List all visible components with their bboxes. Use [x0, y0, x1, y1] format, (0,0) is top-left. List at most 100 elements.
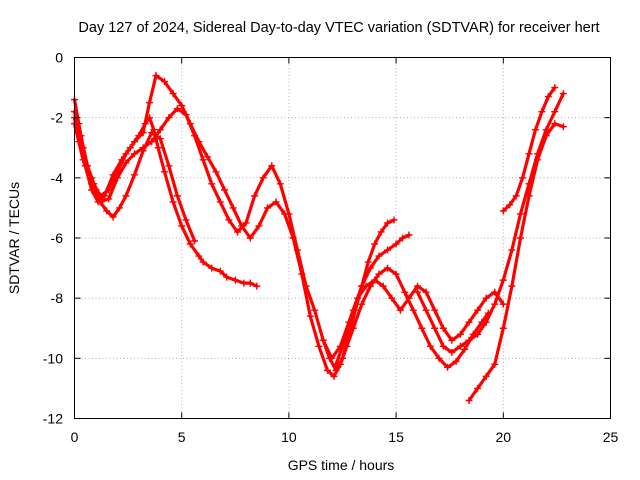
- data-point: [323, 366, 331, 374]
- data-point: [431, 324, 439, 332]
- data-point: [559, 123, 567, 131]
- data-point: [154, 144, 162, 152]
- data-point: [435, 354, 443, 362]
- data-point: [491, 360, 499, 368]
- data-point: [255, 222, 263, 230]
- data-point: [212, 168, 220, 176]
- y-tick-label: -8: [51, 290, 64, 306]
- data-point: [339, 354, 346, 362]
- data-point: [465, 396, 473, 404]
- data-point: [131, 171, 139, 179]
- data-point: [499, 207, 507, 215]
- data-point: [223, 273, 231, 281]
- data-point: [448, 348, 456, 356]
- data-point: [456, 342, 464, 350]
- data-point: [165, 114, 173, 122]
- data-point: [384, 246, 392, 254]
- data-point: [525, 150, 533, 158]
- data-point: [551, 120, 559, 128]
- data-point: [358, 300, 366, 308]
- data-point: [516, 210, 524, 218]
- data-point: [401, 288, 409, 296]
- data-point: [276, 180, 284, 188]
- data-point: [409, 306, 417, 314]
- data-point: [542, 132, 550, 140]
- data-point: [150, 126, 158, 134]
- data-point: [231, 276, 239, 284]
- data-point: [139, 129, 147, 137]
- data-point: [499, 276, 507, 284]
- chart-title: Day 127 of 2024, Sidereal Day-to-day VTE…: [78, 20, 599, 36]
- data-point: [388, 294, 396, 302]
- data-point: [390, 216, 398, 224]
- series-line: [415, 91, 565, 354]
- data-point: [131, 150, 139, 158]
- data-point: [474, 306, 482, 314]
- data-point: [253, 282, 261, 290]
- data-point: [178, 222, 186, 230]
- x-tick-label: 5: [178, 429, 186, 445]
- data-point: [173, 105, 181, 113]
- data-point: [251, 192, 259, 200]
- data-point: [79, 156, 87, 164]
- data-point: [474, 384, 482, 392]
- y-tick-label: -4: [51, 170, 64, 186]
- data-point: [414, 288, 422, 296]
- data-point: [375, 252, 383, 260]
- data-point: [122, 150, 130, 158]
- y-tick-label: 0: [55, 50, 63, 66]
- series-track-d: [71, 105, 507, 362]
- data-point: [173, 192, 181, 200]
- data-point: [371, 240, 379, 248]
- data-point: [482, 294, 490, 302]
- data-point: [233, 228, 241, 236]
- data-point: [491, 300, 499, 308]
- x-tick-label: 15: [388, 429, 404, 445]
- data-point: [341, 336, 349, 344]
- data-point: [161, 168, 169, 176]
- data-point: [414, 282, 422, 290]
- data-point: [422, 288, 430, 296]
- data-point: [405, 231, 413, 239]
- y-tick-label: -12: [43, 411, 63, 427]
- data-point: [366, 264, 374, 272]
- data-point: [315, 342, 323, 350]
- data-point: [396, 306, 404, 314]
- data-point: [431, 306, 439, 314]
- data-point: [182, 216, 190, 224]
- data-point: [519, 174, 527, 182]
- data-point: [165, 162, 173, 170]
- data-point: [131, 138, 139, 146]
- data-point: [377, 228, 385, 236]
- data-point: [551, 108, 559, 116]
- data-point: [371, 276, 379, 284]
- data-point: [448, 336, 456, 344]
- data-point: [461, 345, 469, 353]
- data-point: [109, 213, 117, 221]
- data-point: [146, 99, 154, 107]
- data-point: [364, 258, 372, 266]
- data-point: [169, 90, 177, 98]
- series-track-c: [71, 72, 492, 380]
- data-point: [418, 324, 426, 332]
- data-point: [544, 93, 552, 101]
- x-tick-label: 20: [496, 429, 512, 445]
- data-point: [439, 324, 447, 332]
- data-point: [259, 174, 267, 182]
- data-point: [499, 300, 507, 308]
- data-point: [268, 162, 276, 170]
- data-point: [302, 282, 310, 290]
- series-track-f: [332, 231, 413, 368]
- data-point: [272, 198, 280, 206]
- data-point: [405, 294, 413, 302]
- data-point: [538, 108, 546, 116]
- data-point: [531, 126, 539, 134]
- data-point: [195, 252, 203, 260]
- data-point: [330, 372, 338, 380]
- data-point: [246, 279, 254, 287]
- data-point: [326, 354, 334, 362]
- x-tick-label: 25: [603, 429, 619, 445]
- data-point: [88, 180, 96, 188]
- data-point: [375, 270, 383, 278]
